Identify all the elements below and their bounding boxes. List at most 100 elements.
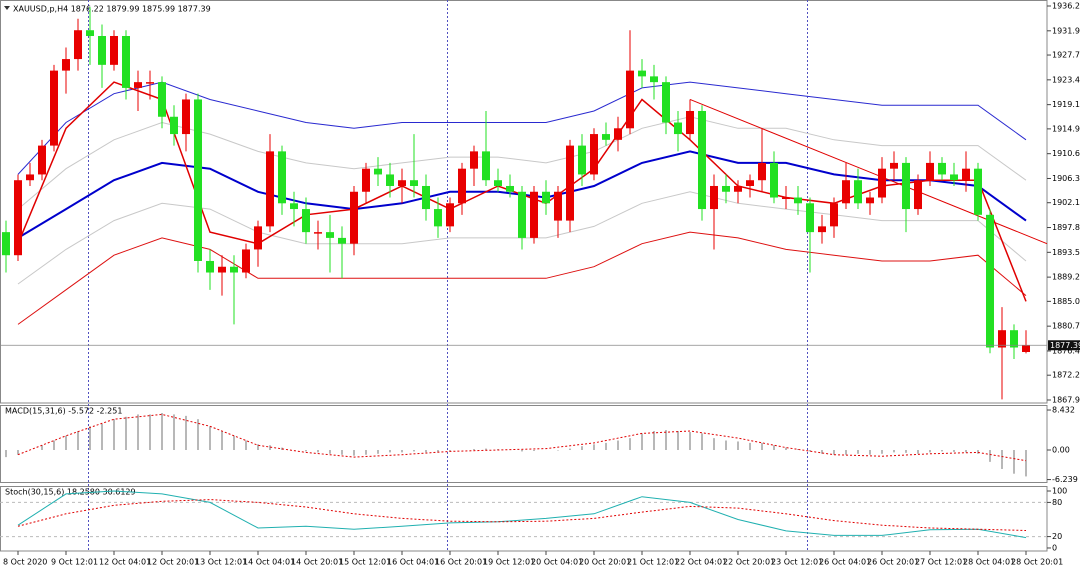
y-tick-label: 1927.70 [1052,51,1080,60]
candle-body [470,151,478,169]
candle-body [686,110,694,135]
candle-body [1022,345,1030,353]
y-tick-label: 80 [1052,498,1062,507]
candle-body [146,82,154,84]
candle-body [854,180,862,204]
candle-body [614,128,622,140]
x-tick-label: 16 Oct 04:01 [387,558,439,567]
y-tick-label: 1876.40 [1052,346,1080,355]
candle-body [434,209,442,227]
candle-body [998,330,1006,348]
candle-body [650,76,658,83]
candle-body [578,145,586,175]
candle-body [158,82,166,117]
candle-body [170,116,178,135]
candle-body [530,191,538,238]
candle-body [794,197,802,204]
candle-body [590,134,598,175]
candle-body [722,185,730,192]
candle-body [914,180,922,210]
candle-body [518,191,526,238]
candle-body [818,226,826,233]
y-tick-label: 1902.10 [1052,198,1080,207]
candle-body [842,180,850,204]
candle-body [902,162,910,210]
y-tick-label: 1889.20 [1052,273,1080,282]
y-tick-label: 1906.30 [1052,174,1080,183]
y-tick-label: 0 [1052,543,1057,552]
candle-body [866,197,874,204]
x-tick-label: 14 Oct 20:01 [291,558,343,567]
x-tick-label: 23 Oct 12:01 [771,558,823,567]
candle-body [986,214,994,348]
candle-body [386,174,394,186]
y-tick-label: 1923.40 [1052,75,1080,84]
y-tick-label: 1914.90 [1052,124,1080,133]
candle-body [302,209,310,233]
x-tick-label: 16 Oct 20:01 [435,558,487,567]
candle-body [554,191,562,221]
candle-body [50,70,58,146]
indicator-line [17,231,1027,325]
candle-body [134,82,142,88]
y-tick-label: 8.432 [1052,406,1075,415]
candle-body [74,30,82,60]
candle-body [242,249,250,273]
candle-body [830,203,838,227]
candle-body [710,185,718,210]
y-tick-label: 1885.00 [1052,297,1080,306]
candle-body [230,266,238,273]
macd-panel [0,405,1048,483]
y-tick-label: 1919.10 [1052,100,1080,109]
menu-icon [4,6,10,10]
candle-body [602,134,610,140]
candle-body [806,203,814,233]
y-tick-label: 1880.70 [1052,322,1080,331]
candle-body [266,151,274,227]
candle-body [194,99,202,261]
y-tick-label: 20 [1052,532,1062,541]
candle-body [758,162,766,181]
candle-body [398,180,406,186]
candle-body [350,191,358,244]
y-tick-label: 1893.50 [1052,248,1080,257]
candle-body [938,162,946,175]
candle-body [890,162,898,169]
stoch-panel [0,486,1048,552]
x-tick-label: 22 Oct 20:01 [723,558,775,567]
candle-body [962,168,970,181]
main-panel [0,0,1048,404]
x-tick-label: 22 Oct 04:01 [675,558,727,567]
y-tick-label: 0.00 [1052,445,1070,454]
candle-body [314,232,322,234]
candle-body [26,174,34,181]
candle-body [326,232,334,238]
candle-body [950,174,958,181]
indicator-line [17,81,1027,175]
candle-body [482,151,490,181]
main-title: XAUUSD,p,H4 1876.22 1879.99 1875.99 1877… [13,5,211,14]
x-tick-label: 26 Oct 04:01 [819,558,871,567]
candle-body [626,70,634,129]
candle-body [218,266,226,273]
x-tick-label: 28 Oct 04:01 [963,558,1015,567]
candle-body [506,185,514,192]
x-tick-label: 8 Oct 2020 [3,558,47,567]
candle-body [410,180,418,186]
x-tick-label: 28 Oct 20:01 [1011,558,1063,567]
candle-body [782,197,790,200]
candle-body [14,180,22,256]
candle-body [662,82,670,123]
candle-body [254,226,262,250]
candle-body [86,30,94,36]
candle-body [746,180,754,186]
x-tick-label: 20 Oct 20:01 [579,558,631,567]
candle-body [206,260,214,273]
x-tick-label: 15 Oct 12:01 [339,558,391,567]
candle-body [362,168,370,192]
candle-body [278,151,286,204]
macd-title: MACD(15,31,6) -5.572 -2.251 [5,407,122,416]
candle-body [494,180,502,186]
